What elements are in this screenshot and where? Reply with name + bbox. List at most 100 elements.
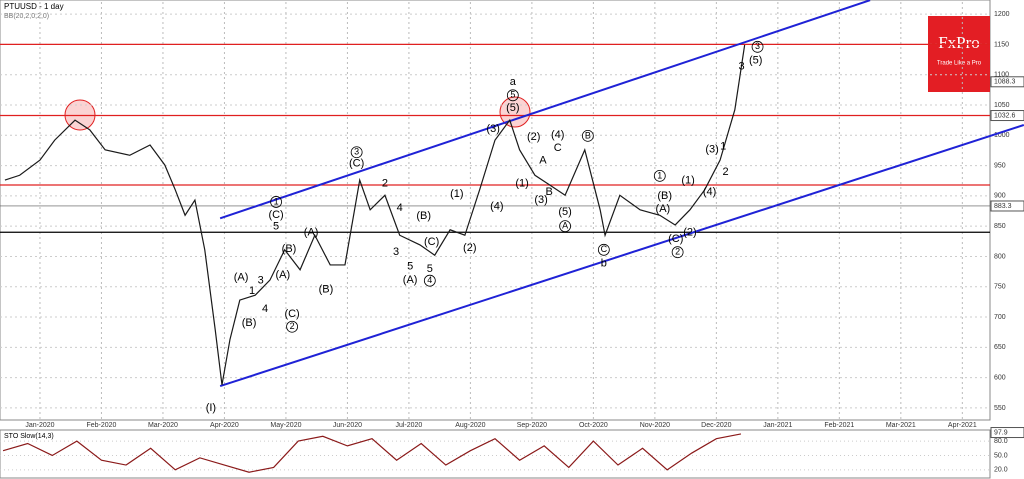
wave-label: A <box>539 155 547 167</box>
logo-tagline: Trade Like a Pro <box>937 61 982 67</box>
wave-label: 4 <box>427 275 432 285</box>
wave-label: (5) <box>506 102 519 114</box>
y-tick-label: 80.0 <box>994 438 1008 445</box>
wave-label: C <box>601 244 608 254</box>
x-tick-label: Jan-2020 <box>25 422 54 429</box>
wave-label: 4 <box>262 303 268 315</box>
wave-label: 3 <box>393 246 399 258</box>
wave-circle <box>581 129 594 142</box>
wave-label: 3 <box>258 275 264 287</box>
wave-label: 4 <box>397 202 403 214</box>
wave-label: (C) <box>424 236 439 248</box>
wave-label: (2) <box>527 131 540 143</box>
wave-label: (A) <box>304 227 319 239</box>
y-tick-label: 550 <box>994 405 1006 412</box>
y-tick-label: 900 <box>994 193 1006 200</box>
wave-label: (2) <box>683 227 696 239</box>
price-box-label: 1032.6 <box>994 112 1016 119</box>
wave-label: (4) <box>551 129 564 141</box>
wave-label: (B) <box>416 210 431 222</box>
y-tick-label: 1050 <box>994 102 1010 109</box>
x-tick-label: Mar-2021 <box>886 422 916 429</box>
wave-circle <box>671 246 684 259</box>
current-box <box>990 427 1024 439</box>
logo-box <box>928 16 990 92</box>
stoch-panel <box>0 429 991 479</box>
wave-label: 1 <box>274 196 279 206</box>
wave-circle <box>423 274 436 287</box>
wave-label: 2 <box>290 321 295 331</box>
x-tick-label: Apr-2020 <box>210 422 239 429</box>
wave-label: (3) <box>486 123 499 135</box>
wave-label: (A) <box>656 203 671 215</box>
stoch-title: STO Slow(14,3) <box>4 433 54 440</box>
wave-label: 3 <box>739 61 745 73</box>
y-tick-label: 800 <box>994 253 1006 260</box>
channel-line <box>219 0 871 220</box>
wave-label: A <box>562 221 568 231</box>
wave-label: 1 <box>657 170 662 180</box>
y-tick-label: 20.0 <box>994 467 1008 474</box>
wave-label: (4) <box>703 186 716 198</box>
price-panel <box>0 0 991 421</box>
y-tick-label: 1000 <box>994 132 1010 139</box>
y-tick-label: 700 <box>994 314 1006 321</box>
wave-label: (B) <box>242 317 257 329</box>
x-tick-label: Nov-2020 <box>640 422 670 429</box>
y-tick-label: 650 <box>994 344 1006 351</box>
wave-label: 1 <box>720 141 726 153</box>
price-box <box>990 76 1024 88</box>
x-tick-label: Oct-2020 <box>579 422 608 429</box>
wave-label: (C) <box>668 233 683 245</box>
x-tick-label: Feb-2020 <box>86 422 116 429</box>
wave-label: C <box>554 142 562 154</box>
wave-label: (B) <box>319 284 334 296</box>
x-tick-label: Dec-2020 <box>701 422 731 429</box>
y-tick-label: 950 <box>994 162 1006 169</box>
wave-label: (1) <box>450 188 463 200</box>
wave-label: (5) <box>558 206 571 218</box>
wave-circle <box>597 243 610 256</box>
current-label: 97.9 <box>994 429 1008 436</box>
logo-name: FxPro <box>938 33 980 52</box>
y-tick-label: 1100 <box>994 72 1009 79</box>
wave-label: (B) <box>282 243 297 255</box>
y-tick-label: 1200 <box>994 11 1010 18</box>
y-tick-label: 850 <box>994 223 1006 230</box>
wave-label: B <box>585 130 591 140</box>
x-tick-label: May-2020 <box>270 422 301 429</box>
wave-label: (C) <box>349 158 364 170</box>
wave-label: B <box>545 186 552 198</box>
wave-label: (B) <box>657 190 672 202</box>
price-line <box>4 44 746 385</box>
x-tick-label: Jun-2020 <box>333 422 362 429</box>
y-tick-label: 750 <box>994 284 1006 291</box>
y-tick-label: 1150 <box>994 41 1009 48</box>
wave-label: (3) <box>534 194 547 206</box>
x-tick-label: Mar-2020 <box>148 422 178 429</box>
x-tick-label: Feb-2021 <box>824 422 854 429</box>
wave-label: a <box>510 76 517 88</box>
x-tick-label: Sep-2020 <box>517 422 547 429</box>
chart-subtitle: BB(20,2,0,2,0) <box>4 13 49 20</box>
wave-label: 2 <box>675 247 680 257</box>
wave-label: 2 <box>723 166 729 178</box>
x-tick-label: Apr-2021 <box>948 422 977 429</box>
wave-label: 5 <box>510 90 515 100</box>
wave-label: (C) <box>268 209 283 221</box>
price-box-label: 1088.3 <box>994 79 1016 86</box>
wave-label: (A) <box>234 272 249 284</box>
wave-label: 5 <box>273 221 279 233</box>
wave-circle <box>559 220 571 233</box>
wave-circle <box>506 89 519 102</box>
wave-circle <box>350 146 363 159</box>
wave-label: 5 <box>427 263 433 275</box>
wave-label: (3) <box>705 144 718 156</box>
x-tick-label: Jul-2020 <box>395 422 422 429</box>
wave-label: (4) <box>490 201 503 213</box>
x-tick-label: Aug-2020 <box>455 422 485 429</box>
y-tick-label: 50.0 <box>994 452 1008 459</box>
wave-circle <box>270 196 282 208</box>
price-box-label: 883.3 <box>994 203 1012 210</box>
